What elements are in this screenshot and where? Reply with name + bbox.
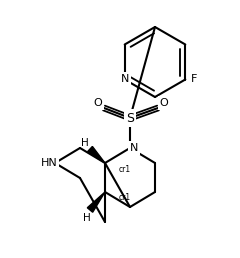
- Text: cr1: cr1: [119, 194, 131, 203]
- Text: HN: HN: [41, 158, 57, 168]
- Text: O: O: [94, 98, 102, 108]
- Text: H: H: [83, 213, 91, 223]
- Text: O: O: [160, 98, 168, 108]
- Text: N: N: [120, 75, 129, 85]
- Text: H: H: [81, 138, 89, 148]
- Text: S: S: [126, 111, 134, 125]
- Text: N: N: [130, 143, 138, 153]
- Text: F: F: [191, 75, 198, 85]
- Text: cr1: cr1: [119, 165, 131, 173]
- Polygon shape: [87, 192, 105, 212]
- Polygon shape: [88, 147, 105, 163]
